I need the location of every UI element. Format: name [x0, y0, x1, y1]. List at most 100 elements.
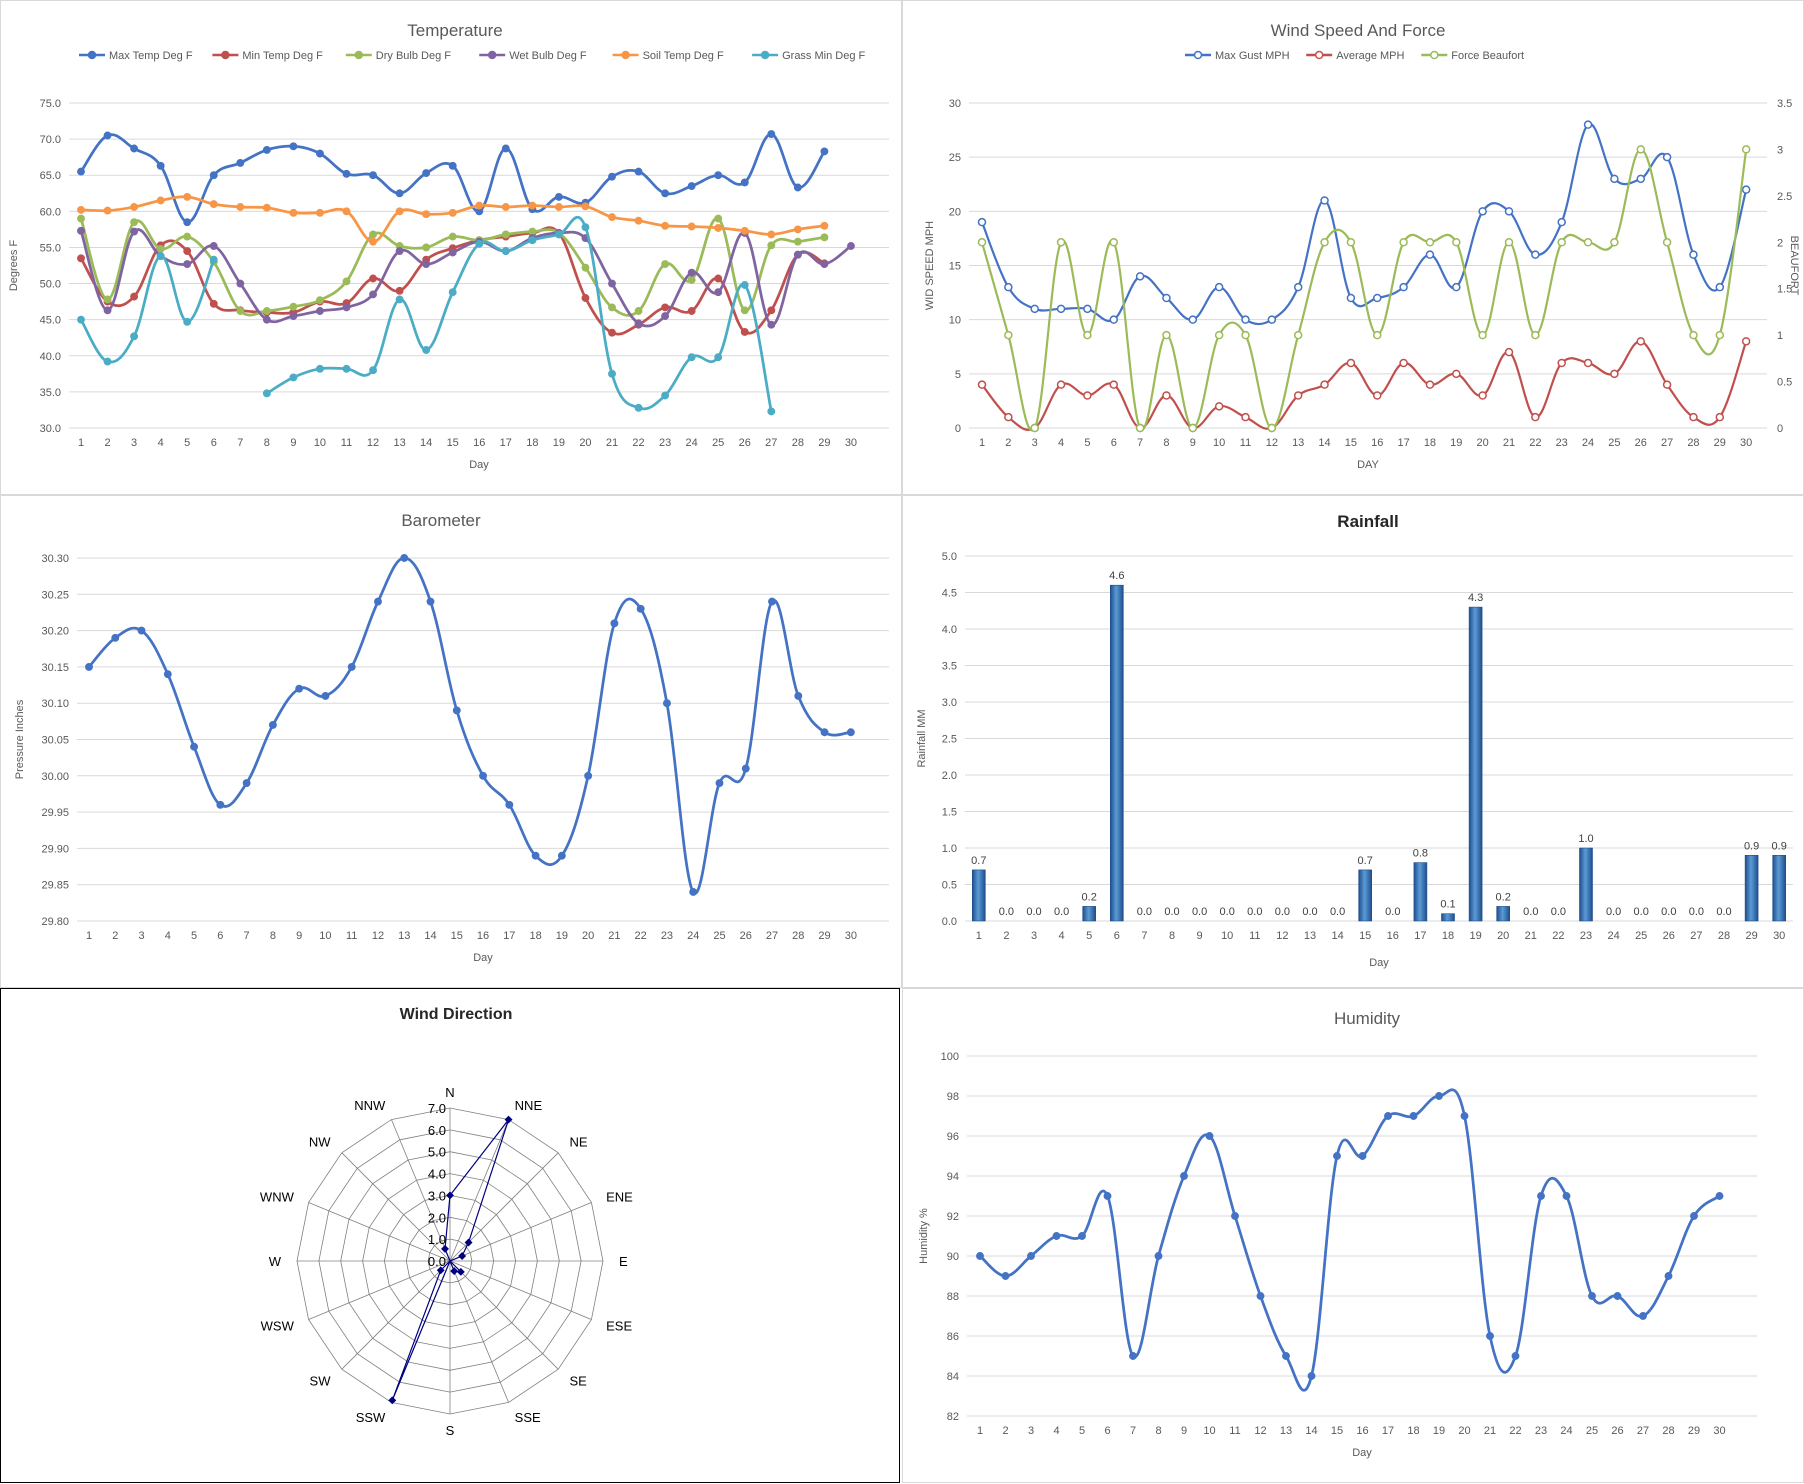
radar-tick-label: 1.0 — [428, 1232, 446, 1247]
x-tick-label: 15 — [447, 437, 459, 449]
data-point — [289, 302, 298, 311]
data-label: 0.0 — [1026, 906, 1041, 918]
data-point — [793, 250, 802, 259]
data-point — [1610, 174, 1619, 184]
x-tick-label: 20 — [582, 930, 594, 942]
data-point — [262, 203, 271, 212]
data-point — [1504, 207, 1514, 216]
x-tick-label: 17 — [503, 930, 515, 942]
data-point — [1162, 391, 1171, 400]
data-point — [608, 279, 616, 288]
x-tick-label: 30 — [1740, 437, 1752, 449]
data-point — [289, 208, 298, 217]
x-tick-label: 14 — [1331, 930, 1343, 942]
x-tick-label: 6 — [1111, 437, 1117, 449]
x-tick-label: 1 — [979, 437, 985, 449]
data-point — [1162, 330, 1171, 340]
data-point — [1478, 391, 1487, 400]
x-tick-label: 26 — [1635, 437, 1647, 449]
x-tick-label: 25 — [1586, 1425, 1598, 1437]
data-point — [130, 332, 139, 341]
data-point — [714, 274, 723, 283]
legend-marker — [487, 50, 497, 60]
data-point — [395, 295, 404, 304]
data-point — [1373, 330, 1382, 340]
chart-title: Humidity — [1334, 1009, 1401, 1028]
data-point — [608, 369, 616, 378]
radar-category-label: N — [445, 1085, 454, 1100]
x-tick-label: 1 — [86, 930, 92, 942]
y-tick-label: 84 — [947, 1371, 959, 1383]
data-point — [767, 230, 776, 239]
radar-category-label: NNE — [515, 1098, 543, 1113]
y-tick-label: 92 — [947, 1211, 959, 1223]
radar-tick-label: 7.0 — [428, 1101, 446, 1116]
x-tick-label: 3 — [131, 437, 137, 449]
x-tick-label: 24 — [1582, 437, 1594, 449]
x-tick-label: 11 — [341, 437, 352, 449]
y-tick-label: 60.0 — [40, 206, 61, 218]
y-tick-label: 2.0 — [942, 770, 957, 782]
data-point — [634, 319, 643, 328]
x-tick-label: 12 — [1254, 1425, 1266, 1437]
data-point — [767, 130, 776, 139]
data-point — [581, 294, 590, 302]
x-tick-label: 7 — [1137, 437, 1143, 449]
x-tick-label: 6 — [211, 437, 217, 449]
y-axis-label: Pressure Inches — [14, 699, 26, 779]
data-point — [528, 227, 537, 236]
x-tick-label: 3 — [1028, 1425, 1034, 1437]
x-tick-label: 21 — [1525, 930, 1537, 942]
data-point — [1282, 1352, 1290, 1360]
radar-category-label: SE — [570, 1374, 588, 1389]
x-tick-label: 24 — [1560, 1425, 1572, 1437]
data-point — [1231, 1212, 1239, 1220]
data-point — [661, 260, 670, 269]
data-point — [216, 800, 225, 809]
data-point — [316, 364, 324, 373]
data-point — [820, 233, 829, 242]
radar-spoke — [308, 1260, 451, 1320]
legend-label: Min Temp Deg F — [242, 50, 323, 62]
data-point — [1557, 358, 1566, 368]
y-tick-label: 29.95 — [41, 807, 69, 819]
radar-category-label: ESE — [606, 1319, 632, 1334]
radar-spoke — [341, 1260, 451, 1370]
data-point — [740, 178, 749, 187]
data-point — [528, 201, 537, 210]
rainfall-chart-panel: Rainfall 0.0 0.5 1.0 1.5 2.0 2.5 3.0 3.5 4.0 4.5 5.… — [902, 495, 1804, 988]
x-tick-label: 8 — [1163, 437, 1169, 449]
data-point — [1241, 315, 1250, 324]
x-tick-label: 24 — [687, 930, 699, 942]
y-tick-label: 30.25 — [41, 589, 69, 601]
data-point — [793, 225, 802, 234]
data-point — [661, 303, 670, 312]
data-point — [103, 295, 112, 304]
x-tick-label: 29 — [1745, 930, 1757, 942]
data-point — [369, 171, 377, 180]
bar — [1496, 906, 1511, 922]
data-point — [422, 210, 431, 219]
data-point — [422, 260, 431, 269]
data-point — [1662, 238, 1672, 247]
data-point — [501, 203, 510, 211]
x-tick-label: 2 — [1005, 437, 1011, 449]
data-label: 0.0 — [1192, 906, 1207, 918]
data-point — [475, 201, 484, 210]
data-label: 0.8 — [1413, 848, 1428, 860]
data-point — [1639, 1312, 1647, 1320]
x-tick-label: 25 — [713, 930, 725, 942]
legend-item: Grass Min Deg F — [752, 50, 866, 62]
x-tick-label: 10 — [1213, 437, 1225, 449]
data-point — [395, 247, 404, 256]
data-point — [714, 288, 723, 297]
data-point — [1214, 330, 1224, 340]
radar-point — [388, 1396, 397, 1405]
data-point — [1056, 380, 1066, 389]
data-label: 0.0 — [1661, 906, 1676, 918]
radar-tick-label: 0.0 — [428, 1254, 446, 1269]
wind-speed-chart-panel: Wind Speed And Force 0 5 10 15 20 25 30 0 0.5 1 1.5… — [902, 0, 1804, 495]
radar-point — [458, 1252, 467, 1260]
x-tick-label: 18 — [1442, 930, 1454, 942]
x-tick-label: 26 — [740, 930, 752, 942]
